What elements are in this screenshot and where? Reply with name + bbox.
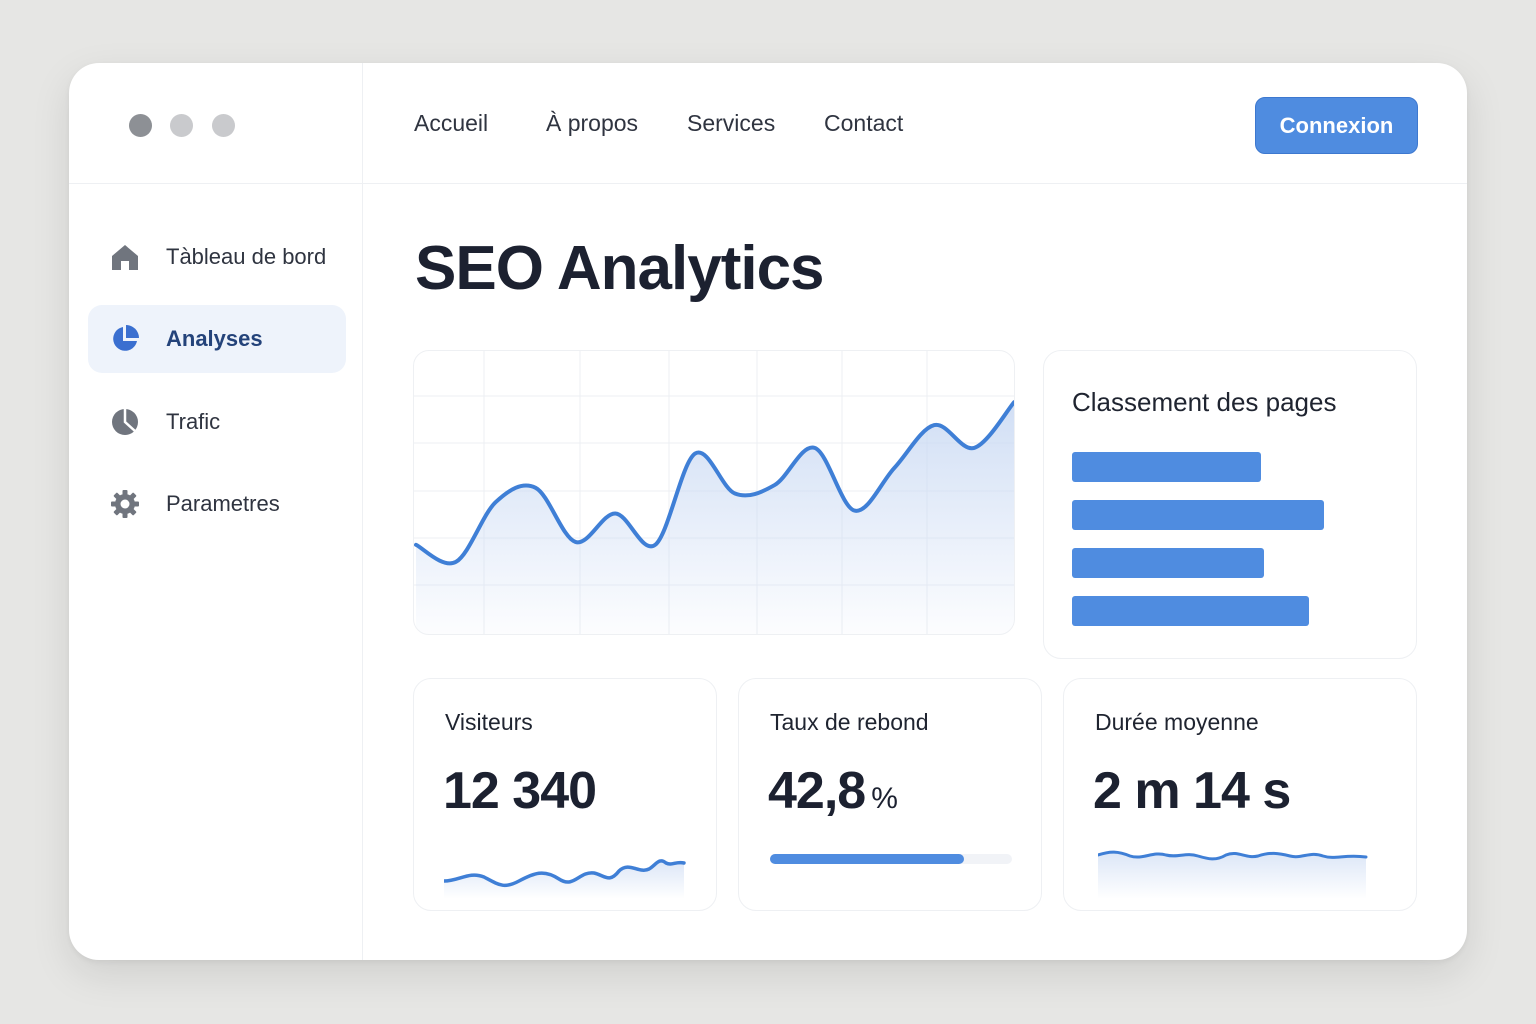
ranking-bar [1072,548,1264,578]
window-close-control[interactable] [129,114,152,137]
traffic-chart-card [413,350,1015,635]
stat-card-avg-duration: Durée moyenne 2 m 14 s [1063,678,1417,911]
chart-area [416,402,1014,634]
nav-link-services[interactable]: Services [687,110,776,136]
sidebar-divider [362,63,363,960]
stat-card-visitors: Visiteurs 12 340 [413,678,717,911]
page-title: SEO Analytics [415,234,825,303]
sidebar-item-label: Tàbleau de bord [166,244,327,269]
sidebar-item-parametres[interactable]: Parametres [88,470,346,538]
gear-icon [109,488,141,520]
nav-link-accueil[interactable]: Accueil [414,110,489,136]
visitors-sparkline [444,859,686,899]
bounce-rate-progress [770,854,1012,864]
ranking-title: Classement des pages [1072,387,1337,417]
stat-label: Taux de rebond [770,709,929,735]
login-button[interactable]: Connexion [1255,97,1418,154]
traffic-chart-icon [109,406,141,438]
nav-link-a-propos[interactable]: À propos [546,110,639,136]
sidebar-item-analyses[interactable]: Analyses [88,305,346,373]
nav-link-contact[interactable]: Contact [824,110,904,136]
sidebar-item-label: Analyses [166,326,263,351]
stat-value: 12 340 [443,762,597,820]
page-ranking-card: Classement des pages [1043,350,1417,659]
sidebar-item-label: Parametres [166,491,280,516]
stat-label: Visiteurs [445,709,533,735]
sidebar-item-trafic[interactable]: Trafic [88,388,346,456]
sidebar-item-label: Trafic [166,409,221,434]
header-divider [69,183,1467,184]
window-zoom-control[interactable] [212,114,235,137]
stat-unit: % [871,782,898,815]
ranking-bar [1072,500,1324,530]
stat-value: 2 m 14 s [1093,762,1291,820]
duration-sparkline [1098,850,1368,899]
progress-fill [770,854,964,864]
ranking-bar [1072,452,1261,482]
chart-line [414,400,1014,566]
stat-label: Durée moyenne [1095,709,1259,735]
home-icon [109,241,141,273]
stat-card-bounce-rate: Taux de rebond 42,8% [738,678,1042,911]
app-window: Accueil À propos Services Contact Connex… [69,63,1467,960]
pie-chart-icon [109,323,141,355]
window-minimize-control[interactable] [170,114,193,137]
sidebar-item-dashboard[interactable]: Tàbleau de bord [88,223,346,291]
traffic-line-chart [414,351,1014,634]
ranking-bar [1072,596,1309,626]
stat-value: 42,8% [768,762,898,820]
